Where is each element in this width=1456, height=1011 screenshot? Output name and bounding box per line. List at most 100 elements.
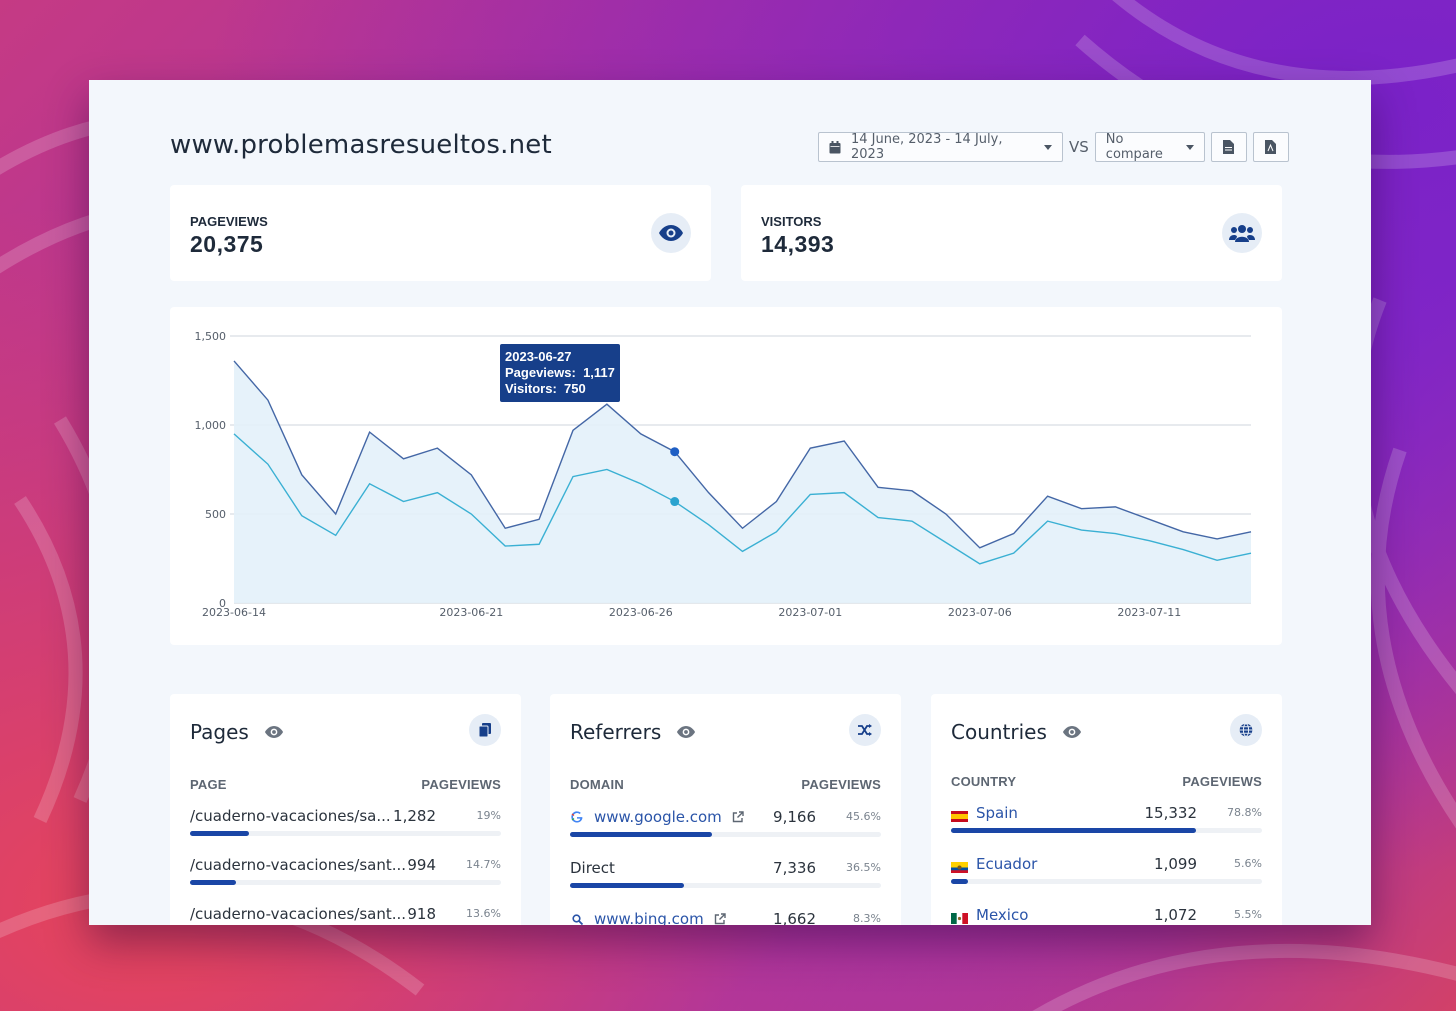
pages-row[interactable]: /cuaderno-vacaciones/sa... 1,282 19% xyxy=(190,807,501,847)
countries-title: Countries xyxy=(951,720,1081,744)
compare-label: No compare xyxy=(1105,132,1163,162)
referrers-row-value: 9,166 xyxy=(773,808,816,826)
chevron-down-icon xyxy=(1044,144,1052,150)
copy-icon xyxy=(469,714,501,746)
pages-row-bar-track xyxy=(190,831,501,836)
countries-row[interactable]: Mexico 1,072 5.5% xyxy=(951,906,1262,925)
pages-col-page: PAGE xyxy=(190,777,227,792)
referrers-row-name[interactable]: www.google.com xyxy=(570,808,744,826)
countries-row[interactable]: Ecuador 1,099 5.6% xyxy=(951,855,1262,895)
referrers-row-bar-fill xyxy=(570,883,684,888)
search-icon xyxy=(570,913,584,925)
referrers-row[interactable]: www.bing.com 1,662 8.3% xyxy=(570,910,881,925)
pages-row[interactable]: /cuaderno-vacaciones/sant... 994 14.7% xyxy=(190,856,501,896)
toolbar: 14 June, 2023 - 14 July, 2023 VS No comp… xyxy=(818,132,1289,162)
pages-row-percent: 19% xyxy=(476,809,501,822)
compare-select[interactable]: No compare xyxy=(1094,132,1205,162)
y-tick-label: 1,000 xyxy=(195,419,227,432)
pages-col-pageviews: PAGEVIEWS xyxy=(421,777,501,792)
countries-row-value: 1,072 xyxy=(1154,906,1197,924)
visitors-label: VISITORS xyxy=(761,214,822,229)
external-link-icon[interactable] xyxy=(714,913,726,925)
pages-row-value: 994 xyxy=(407,856,436,874)
eye-icon[interactable] xyxy=(677,726,696,738)
countries-row-bar-fill xyxy=(951,828,1197,833)
pages-title: Pages xyxy=(190,720,283,744)
referrers-row[interactable]: Direct 7,336 36.5% xyxy=(570,859,881,899)
file-icon xyxy=(1223,140,1235,154)
vs-label: VS xyxy=(1069,138,1089,156)
tooltip-visitors: Visitors: 750 xyxy=(505,381,615,397)
pages-row-percent: 13.6% xyxy=(466,907,501,920)
countries-row-value: 1,099 xyxy=(1154,855,1197,873)
countries-title-text: Countries xyxy=(951,720,1047,744)
pages-row-percent: 14.7% xyxy=(466,858,501,871)
tooltip-date: 2023-06-27 xyxy=(505,349,572,364)
x-tick-label: 2023-07-01 xyxy=(778,606,842,619)
referrers-row-percent: 36.5% xyxy=(846,861,881,874)
site-title: www.problemasresueltos.net xyxy=(170,130,552,160)
countries-row-bar-track xyxy=(951,828,1262,833)
pages-row-value: 1,282 xyxy=(393,807,436,825)
pages-row-label: /cuaderno-vacaciones/sant... xyxy=(190,856,407,874)
referrers-row[interactable]: www.google.com 9,166 45.6% xyxy=(570,808,881,848)
countries-row-percent: 5.6% xyxy=(1234,857,1262,870)
chart-tooltip: 2023-06-27 Pageviews: 1,117 Visitors: 75… xyxy=(500,344,620,402)
countries-row-name[interactable]: Spain xyxy=(951,804,1018,822)
ecuador-flag-icon xyxy=(951,859,968,873)
pages-row-value: 918 xyxy=(407,905,436,923)
pages-title-text: Pages xyxy=(190,720,249,744)
countries-row-value: 15,332 xyxy=(1144,804,1198,822)
referrers-row-label: Direct xyxy=(570,859,615,877)
pages-card: Pages PAGE PAGEVIEWS /cuaderno-vacacione… xyxy=(170,694,521,925)
countries-col-pageviews: PAGEVIEWS xyxy=(1182,774,1262,789)
referrers-title: Referrers xyxy=(570,720,696,744)
pages-row-label: /cuaderno-vacaciones/sa... xyxy=(190,807,391,825)
countries-row-label: Ecuador xyxy=(976,855,1038,873)
referrers-row-label: www.google.com xyxy=(594,808,722,826)
countries-row-percent: 5.5% xyxy=(1234,908,1262,921)
shuffle-icon xyxy=(849,714,881,746)
calendar-icon xyxy=(829,140,841,154)
referrers-row-percent: 8.3% xyxy=(853,912,881,925)
tooltip-visitors-label: Visitors: xyxy=(505,381,557,396)
tooltip-visitors-value: 750 xyxy=(564,381,586,396)
referrers-title-text: Referrers xyxy=(570,720,662,744)
mexico-flag-icon xyxy=(951,910,968,924)
pages-row-name[interactable]: /cuaderno-vacaciones/sant... xyxy=(190,856,406,874)
pageviews-line xyxy=(233,360,1252,549)
tooltip-pageviews-value: 1,117 xyxy=(583,365,615,380)
users-icon xyxy=(1222,213,1262,253)
countries-row-percent: 78.8% xyxy=(1227,806,1262,819)
export-pdf-button[interactable] xyxy=(1252,132,1289,162)
referrers-row-name[interactable]: www.bing.com xyxy=(570,910,726,925)
countries-row-label: Mexico xyxy=(976,906,1029,924)
visitors-card: VISITORS 14,393 xyxy=(741,185,1282,281)
pages-row-bar-fill xyxy=(190,880,236,885)
countries-row-name[interactable]: Mexico xyxy=(951,906,1028,924)
referrers-row-label: www.bing.com xyxy=(594,910,704,925)
dashboard-panel: www.problemasresueltos.net 14 June, 2023… xyxy=(89,80,1371,925)
referrers-row-bar-track xyxy=(570,832,881,837)
y-tick-label: 1,500 xyxy=(195,330,227,343)
pageviews-hover-point xyxy=(670,447,680,457)
eye-icon[interactable] xyxy=(264,726,283,738)
x-tick-label: 2023-07-06 xyxy=(948,606,1012,619)
referrers-row-value: 1,662 xyxy=(773,910,816,925)
spain-flag-icon xyxy=(951,808,968,822)
pages-row-label: /cuaderno-vacaciones/sant... xyxy=(190,905,407,923)
export-csv-button[interactable] xyxy=(1210,132,1247,162)
referrers-row-name[interactable]: Direct xyxy=(570,859,615,877)
date-range-picker[interactable]: 14 June, 2023 - 14 July, 2023 xyxy=(818,132,1063,162)
countries-row-name[interactable]: Ecuador xyxy=(951,855,1037,873)
referrers-row-bar-track xyxy=(570,883,881,888)
external-link-icon[interactable] xyxy=(732,811,744,823)
pages-row[interactable]: /cuaderno-vacaciones/sant... 918 13.6% xyxy=(190,905,501,925)
visitors-line xyxy=(233,433,1252,565)
pages-row-name[interactable]: /cuaderno-vacaciones/sant... xyxy=(190,905,406,923)
pages-row-name[interactable]: /cuaderno-vacaciones/sa... xyxy=(190,807,391,825)
tooltip-pageviews: Pageviews: 1,117 xyxy=(505,365,615,381)
referrers-row-bar-fill xyxy=(570,832,712,837)
countries-row[interactable]: Spain 15,332 78.8% xyxy=(951,804,1262,844)
eye-icon[interactable] xyxy=(1062,726,1081,738)
